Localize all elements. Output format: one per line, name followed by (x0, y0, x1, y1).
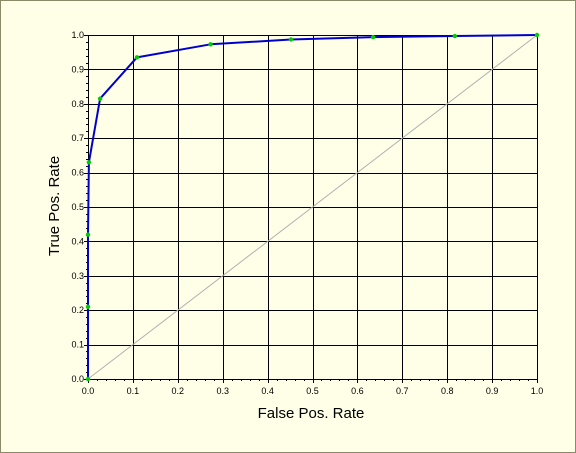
y-tick-label: 0.5 (71, 202, 84, 212)
x-tick-label: 0.5 (306, 386, 319, 396)
x-tick-label: 0.6 (351, 386, 364, 396)
x-tick-label: 0.4 (261, 386, 274, 396)
x-tick-label: 0.0 (82, 386, 95, 396)
x-tick-label: 0.7 (396, 386, 409, 396)
x-tick-label: 0.9 (486, 386, 499, 396)
y-tick-label: 0.2 (71, 305, 84, 315)
roc-point (288, 37, 294, 42)
roc-point (85, 376, 91, 382)
roc-point (208, 42, 213, 47)
y-tick-label: 0.1 (71, 340, 84, 350)
y-tick-label: 0.0 (71, 374, 84, 384)
x-tick-label: 0.3 (216, 386, 229, 396)
diagonal-line (87, 34, 538, 380)
diagonal-series (87, 34, 538, 380)
roc-point (85, 304, 91, 309)
roc-point (534, 32, 540, 38)
x-axis-title: False Pos. Rate (258, 405, 365, 422)
roc-point (85, 232, 91, 237)
y-tick-label: 0.7 (71, 133, 84, 143)
x-tick-labels: 0.0 0.1 0.2 0.3 0.4 0.5 0.6 0.7 0.8 0.9 1.0 (82, 386, 544, 396)
y-tick-labels: 0.0 0.1 0.2 0.3 0.4 0.5 0.6 0.7 0.8 0.9 1.0 (71, 30, 84, 384)
roc-point (86, 160, 92, 165)
roc-point (452, 33, 458, 39)
y-tick-label: 0.8 (71, 99, 84, 109)
y-tick-label: 0.9 (71, 64, 84, 74)
x-tick-label: 1.0 (531, 386, 544, 396)
y-tick-label: 0.4 (71, 236, 84, 246)
roc-point (97, 96, 103, 101)
x-tick-label: 0.2 (172, 386, 185, 396)
roc-point (134, 55, 140, 60)
roc-markers (85, 32, 540, 382)
roc-point (370, 34, 376, 40)
y-tick-label: 0.3 (71, 271, 84, 281)
y-tick-label: 1.0 (71, 30, 84, 40)
x-tick-label: 0.1 (127, 386, 140, 396)
y-axis-title: True Pos. Rate (46, 156, 63, 256)
x-tick-label: 0.8 (441, 386, 454, 396)
y-tick-label: 0.6 (71, 168, 84, 178)
